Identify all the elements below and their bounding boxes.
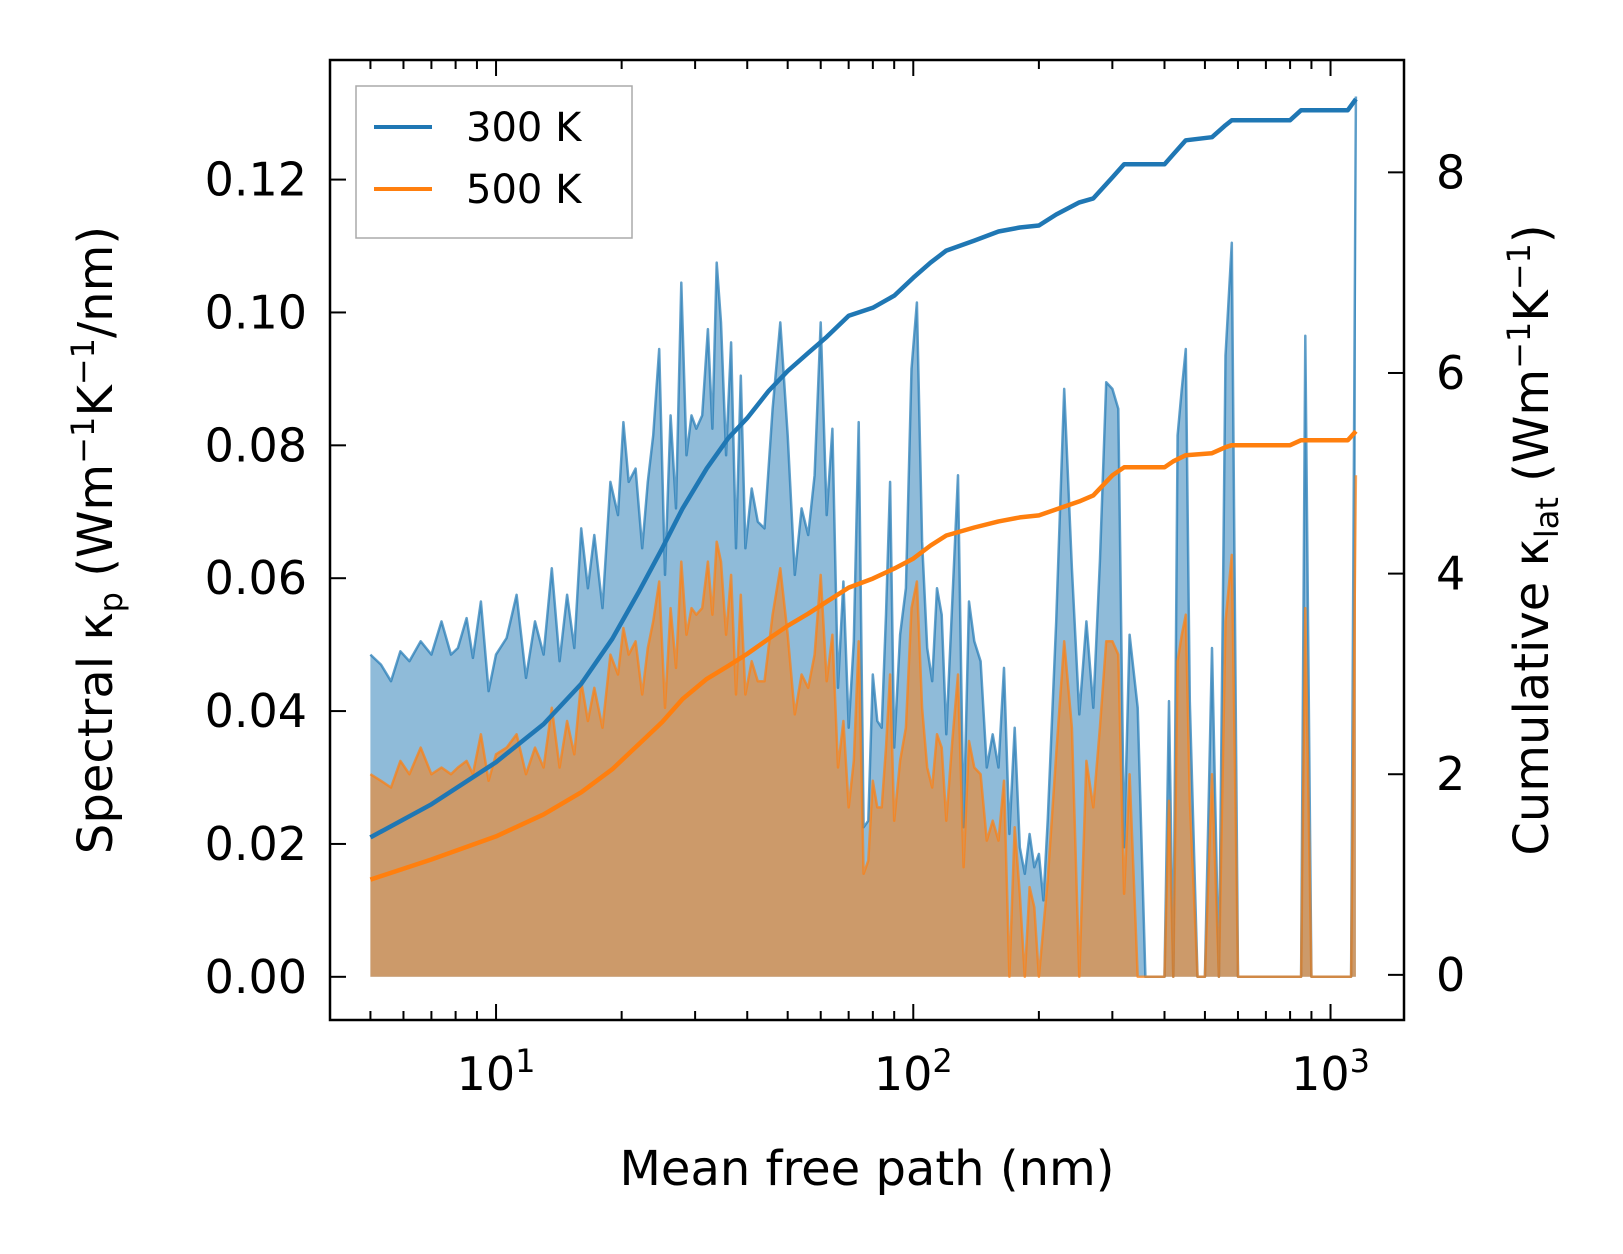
x-tick-label: 102 [874,1042,953,1101]
left-y-axis-ticks: 0.00 0.02 0.04 0.06 0.08 0.10 0.12 [205,153,346,1004]
cumulative-lines [369,97,1358,882]
right-y-tick-label: 4 [1436,547,1465,601]
left-y-axis-label: Spectral κp (Wm−1K−1/nm) [64,226,130,854]
right-y-tick-label: 6 [1436,346,1465,400]
x-tick-label: 101 [457,1042,536,1101]
left-y-tick-label: 0.02 [205,817,307,871]
left-y-tick-label: 0.08 [205,418,307,472]
left-y-tick-label: 0.06 [205,551,307,605]
legend: 300 K 500 K [355,85,633,239]
spectral-lines [369,96,1358,979]
plot-area [369,96,1358,979]
right-y-tick-label: 0 [1436,948,1465,1002]
cumulative-line-300k [369,97,1358,840]
right-y-axis-label: Cumulative κlat (Wm−1K−1) [1500,224,1566,855]
x-axis-label: Mean free path (nm) [620,1141,1115,1197]
right-y-tick-label: 8 [1436,145,1465,199]
spectral-fill-500k [370,475,1356,977]
cumulative-line-500k [369,429,1358,882]
left-y-tick-label: 0.12 [205,153,307,207]
axes-frame [328,58,1406,1022]
x-tick-label: 103 [1291,1042,1370,1101]
left-y-tick-label: 0.04 [205,684,307,738]
right-y-tick-label: 2 [1436,747,1465,801]
left-y-tick-label: 0.00 [205,950,307,1004]
spectral-fills [370,96,1356,977]
legend-label-300k: 300 K [466,105,583,151]
x-axis-ticks: 101 102 103 [329,60,1370,1101]
right-y-axis-ticks: 0 2 4 6 8 [1388,145,1465,1002]
spectral-line-500k [369,475,1358,979]
legend-label-500k: 500 K [466,167,583,213]
legend-box [355,85,633,239]
left-y-tick-label: 0.10 [205,285,307,339]
